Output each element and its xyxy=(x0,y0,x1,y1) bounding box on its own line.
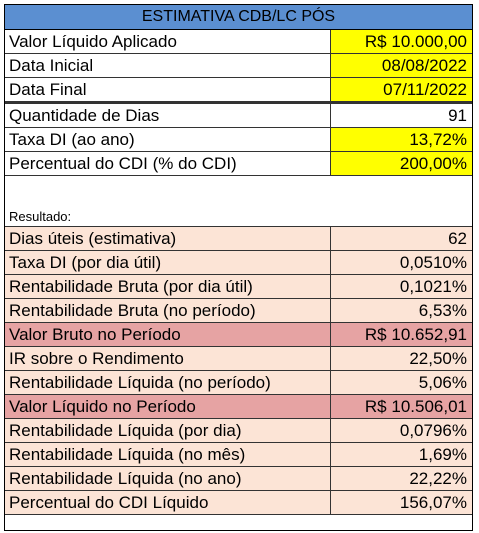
input-value: 13,72% xyxy=(331,128,472,151)
input-value: 08/08/2022 xyxy=(331,54,472,77)
result-row: Rentabilidade Líquida (por dia) 0,0796% xyxy=(5,419,472,443)
result-row: Rentabilidade Bruta (no período) 6,53% xyxy=(5,299,472,323)
result-label: Valor Líquido no Período xyxy=(5,395,331,418)
result-label: Rentabilidade Líquida (no ano) xyxy=(5,467,331,490)
result-value: 0,0796% xyxy=(399,421,467,440)
input-label: Data Inicial xyxy=(5,54,331,77)
result-value: 6,53% xyxy=(418,301,467,320)
input-value: R$ 10.000,00 xyxy=(331,30,472,53)
input-row: Data Inicial 08/08/2022 xyxy=(5,54,472,78)
input-label: Percentual do CDI (% do CDI) xyxy=(5,152,331,175)
result-label: Rentabilidade Líquida (no período) xyxy=(5,371,331,394)
result-value: 156,07% xyxy=(399,493,467,512)
result-value: 0,1021% xyxy=(399,277,467,296)
result-row: Taxa DI (por dia útil) 0,0510% xyxy=(5,251,472,275)
result-value: 0,0510% xyxy=(399,253,467,272)
result-row: Percentual do CDI Líquido 156,07% xyxy=(5,491,472,515)
result-label: Rentabilidade Líquida (por dia) xyxy=(5,419,331,442)
inputs: Valor Líquido Aplicado R$ 10.000,00 Data I… xyxy=(5,30,472,176)
result-row: Valor Bruto no Período R$ 10.652,91 xyxy=(5,323,472,347)
result-row: Dias úteis (estimativa) 62 xyxy=(5,227,472,251)
title: ESTIMATIVA CDB/LC PÓS xyxy=(5,5,472,30)
result-row: Valor Líquido no Período R$ 10.506,01 xyxy=(5,395,472,419)
result-row: Rentabilidade Líquida (no período) 5,06% xyxy=(5,371,472,395)
result-row: Rentabilidade Bruta (por dia útil) 0,1021… xyxy=(5,275,472,299)
result-label: Rentabilidade Bruta (no período) xyxy=(5,299,331,322)
result-row: Rentabilidade Líquida (no mês) 1,69% xyxy=(5,443,472,467)
result-row: IR sobre o Rendimento 22,50% xyxy=(5,347,472,371)
input-label: Data Final xyxy=(5,78,331,101)
result-label: Rentabilidade Líquida (no mês) xyxy=(5,443,331,466)
input-value: 91 xyxy=(448,106,467,125)
result-label: IR sobre o Rendimento xyxy=(5,347,331,370)
input-label: Valor Líquido Aplicado xyxy=(5,30,331,53)
result-value: 22,50% xyxy=(409,349,467,368)
result-label: Rentabilidade Bruta (por dia útil) xyxy=(5,275,331,298)
result-value: 62 xyxy=(448,229,467,248)
result-value: R$ 10.652,91 xyxy=(364,325,467,344)
result-label: Valor Bruto no Período xyxy=(5,323,331,346)
result-label: Resultado: xyxy=(5,202,472,227)
result-value: 1,69% xyxy=(418,445,467,464)
input-row: Quantidade de Dias 91 xyxy=(5,102,472,128)
results: Dias úteis (estimativa) 62 Taxa DI (por di… xyxy=(5,227,472,515)
result-value: 22,22% xyxy=(409,469,467,488)
spreadsheet: ESTIMATIVA CDB/LC PÓS Valor Líquido Apli… xyxy=(4,4,473,531)
input-value: 200,00% xyxy=(331,152,472,175)
result-label: Percentual do CDI Líquido xyxy=(5,491,331,514)
input-label: Taxa DI (ao ano) xyxy=(5,128,331,151)
input-value: 07/11/2022 xyxy=(331,78,472,101)
result-row: Rentabilidade Líquida (no ano) 22,22% xyxy=(5,467,472,491)
input-row: Data Final 07/11/2022 xyxy=(5,78,472,102)
result-value: 5,06% xyxy=(418,373,467,392)
input-row: Taxa DI (ao ano) 13,72% xyxy=(5,128,472,152)
input-row: Valor Líquido Aplicado R$ 10.000,00 xyxy=(5,30,472,54)
input-label: Quantidade de Dias xyxy=(5,104,331,127)
result-value: R$ 10.506,01 xyxy=(364,397,467,416)
result-label: Dias úteis (estimativa) xyxy=(5,227,331,250)
input-row: Percentual do CDI (% do CDI) 200,00% xyxy=(5,152,472,176)
result-label: Taxa DI (por dia útil) xyxy=(5,251,331,274)
gap xyxy=(5,176,472,202)
